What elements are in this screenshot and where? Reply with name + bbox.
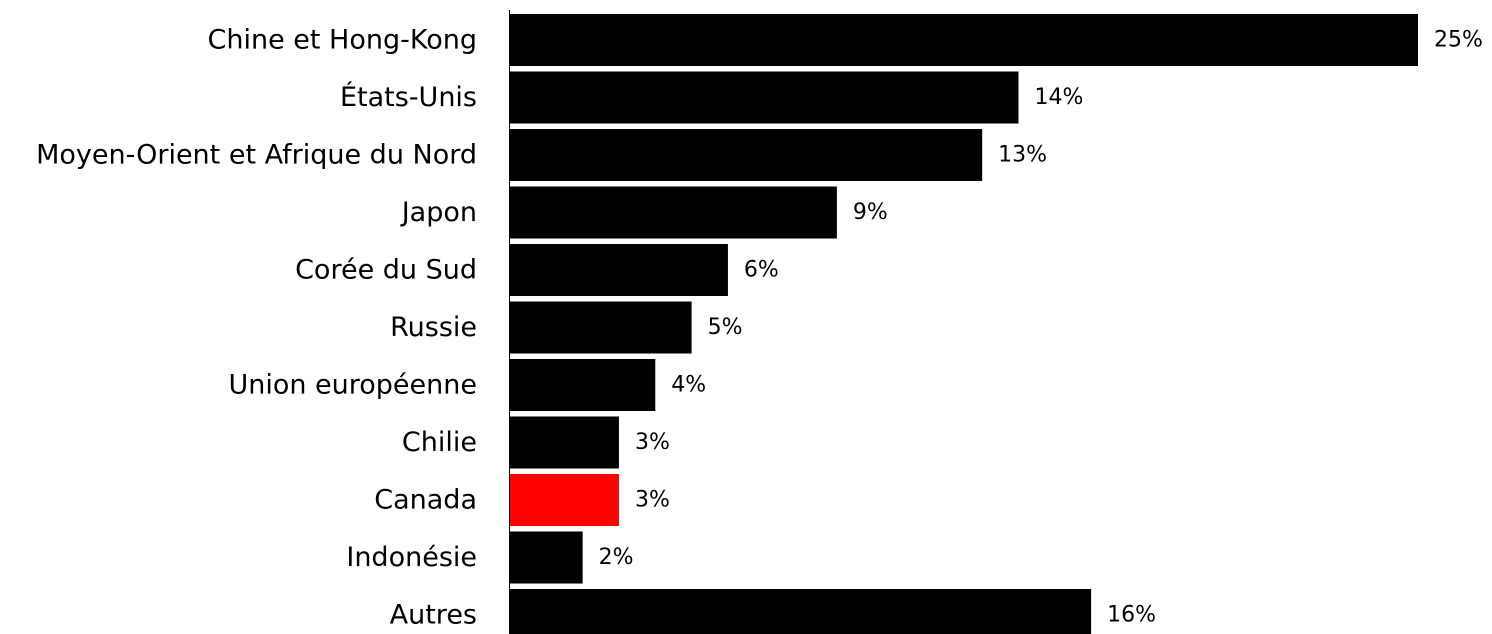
category-label-chine-et-hong-kong: Chine et Hong-Kong: [208, 25, 478, 56]
category-label-russie: Russie: [390, 312, 477, 343]
category-label-autres: Autres: [390, 600, 477, 631]
bar-etats-unis: [510, 71, 1019, 124]
value-label-coree-du-sud: 6%: [744, 258, 779, 283]
bar-moyen-orient-et-afrique-du-nord: [510, 129, 983, 181]
bar-canada: [510, 474, 619, 526]
category-label-indonesie: Indonésie: [346, 542, 477, 573]
bar-chine-et-hong-kong: [510, 14, 1418, 66]
bar-union-europeenne: [510, 359, 656, 411]
value-label-japon: 9%: [853, 200, 888, 225]
category-label-canada: Canada: [374, 485, 477, 516]
category-label-japon: Japon: [400, 197, 477, 228]
value-label-russie: 5%: [708, 315, 743, 340]
value-label-union-europeenne: 4%: [671, 373, 706, 398]
value-label-etats-unis: 14%: [1034, 85, 1083, 110]
bar-autres: [510, 589, 1092, 634]
category-label-coree-du-sud: Corée du Sud: [295, 255, 477, 286]
bars-layer: [510, 14, 1418, 634]
value-label-chilie: 3%: [635, 430, 670, 455]
bar-japon: [510, 186, 837, 239]
bar-russie: [510, 301, 692, 354]
bar-coree-du-sud: [510, 244, 728, 296]
value-label-indonesie: 2%: [599, 545, 634, 570]
value-label-autres: 16%: [1107, 603, 1156, 628]
category-label-etats-unis: États-Unis: [340, 81, 477, 113]
value-label-moyen-orient-et-afrique-du-nord: 13%: [998, 143, 1047, 168]
value-labels-layer: 25% 14% 13% 9% 6% 5% 4% 3% 3% 2% 16%: [599, 28, 1483, 628]
value-label-canada: 3%: [635, 488, 670, 513]
category-label-chilie: Chilie: [402, 427, 477, 458]
category-label-union-europeenne: Union européenne: [228, 370, 477, 401]
bar-indonesie: [510, 531, 583, 584]
category-labels-layer: Chine et Hong-Kong États-Unis Moyen-Orient…: [36, 25, 477, 631]
category-label-moyen-orient-et-afrique-du-nord: Moyen-Orient et Afrique du Nord: [36, 140, 477, 171]
value-label-chine-et-hong-kong: 25%: [1434, 28, 1483, 53]
bar-chilie: [510, 416, 619, 469]
